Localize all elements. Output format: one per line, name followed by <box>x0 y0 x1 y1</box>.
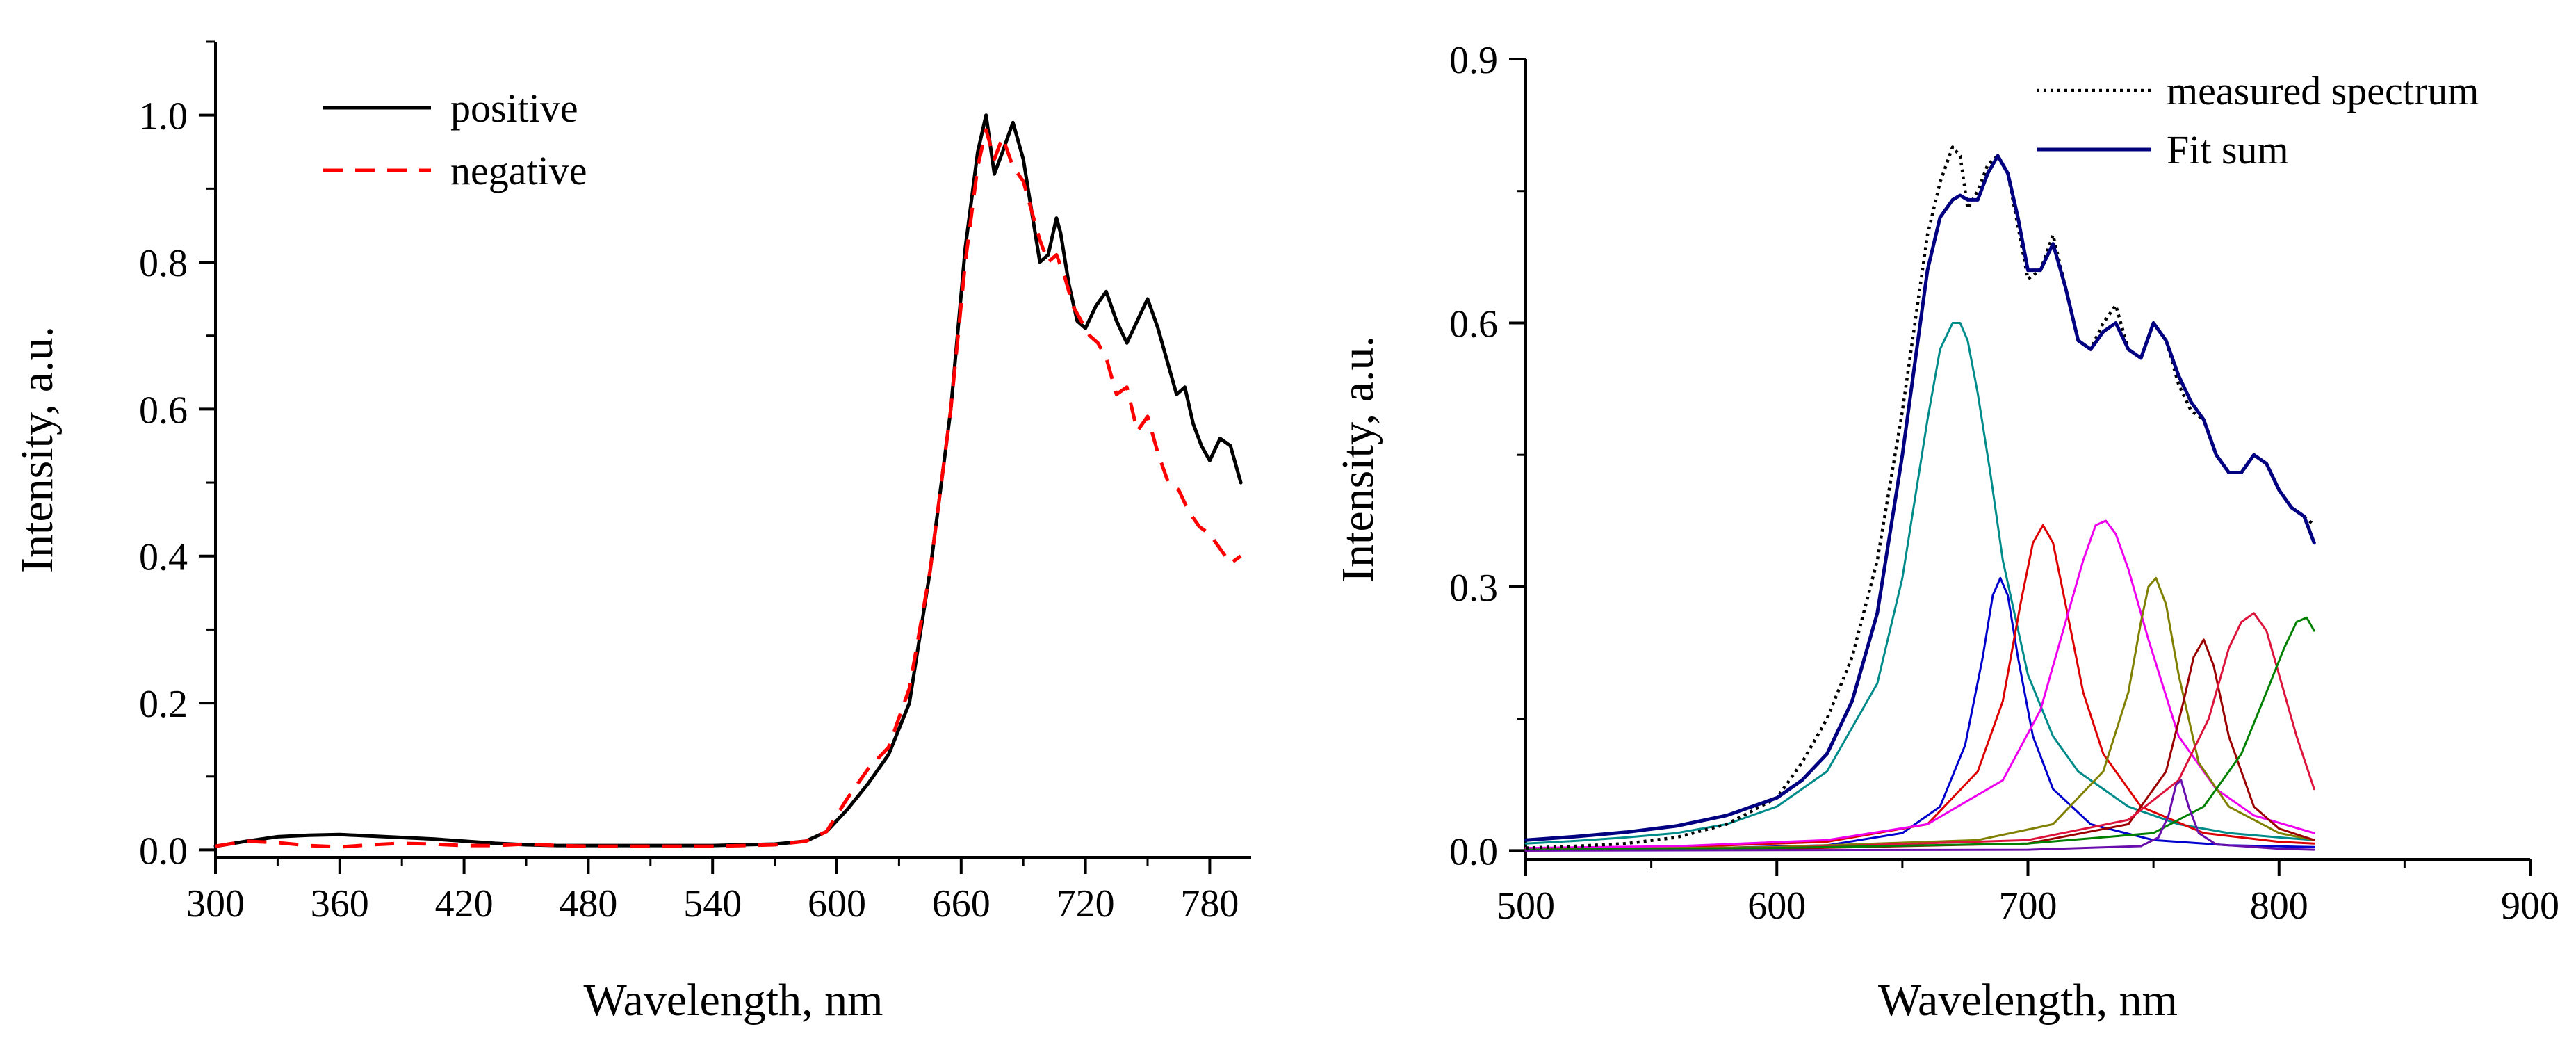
y-tick-label: 0.3 <box>1449 567 1498 610</box>
y-tick-label: 0.9 <box>1449 39 1498 82</box>
series-line-negative <box>215 128 1242 849</box>
series-line-component-2 <box>1524 576 2315 851</box>
series-line-component-9 <box>1524 779 2315 852</box>
x-tick-label: 800 <box>2250 884 2308 928</box>
y-axis-title: Intensity, a.u. <box>12 326 63 573</box>
x-axis-title: Wavelength, nm <box>1878 975 2178 1026</box>
x-tick-label: 500 <box>1497 884 1555 928</box>
series-line-component-5 <box>1524 576 2315 851</box>
y-tick-label: 0.8 <box>139 242 188 285</box>
y-tick-label: 0.6 <box>139 389 188 432</box>
x-tick-label: 600 <box>808 882 866 925</box>
y-tick-label: 0.0 <box>1449 830 1498 873</box>
y-tick-label: 0.6 <box>1449 302 1498 346</box>
x-tick-label: 720 <box>1057 882 1115 925</box>
x-tick-label: 780 <box>1180 882 1239 925</box>
x-tick-label: 540 <box>683 882 742 925</box>
y-tick-label: 1.0 <box>139 95 188 138</box>
chart-left: 300 360 420 480 540 600 660 720 780 0.0 0.2 0.4 0.6 0… <box>12 40 1251 1026</box>
y-tick-label: 0.0 <box>139 830 188 873</box>
x-tick-label: 700 <box>1999 884 2057 928</box>
y-tick-label: 0.2 <box>139 683 188 726</box>
x-tick-label: 480 <box>559 882 617 925</box>
x-tick-label: 420 <box>435 882 494 925</box>
series-line-fit-sum <box>1524 154 2316 842</box>
y-tick-label: 0.4 <box>139 536 188 579</box>
y-axis-title: Intensity, a.u. <box>1332 336 1383 583</box>
x-tick-label: 600 <box>1747 884 1806 928</box>
x-tick-label: 300 <box>186 882 245 925</box>
legend-label: measured spectrum <box>2167 68 2479 113</box>
chart-right: 500 600 700 800 900 0.0 0.3 0.6 0.9 Wavelength, n… <box>1332 39 2559 1026</box>
legend-label: Fit sum <box>2167 127 2289 172</box>
x-tick-label: 900 <box>2501 884 2559 928</box>
legend-label: negative <box>450 148 587 193</box>
series-line-component-8 <box>1524 616 2315 851</box>
x-tick-label: 660 <box>932 882 991 925</box>
x-axis-title: Wavelength, nm <box>584 975 883 1026</box>
series-line-component-7 <box>1524 612 2315 851</box>
x-tick-label: 360 <box>311 882 369 925</box>
legend-label: positive <box>450 86 578 131</box>
